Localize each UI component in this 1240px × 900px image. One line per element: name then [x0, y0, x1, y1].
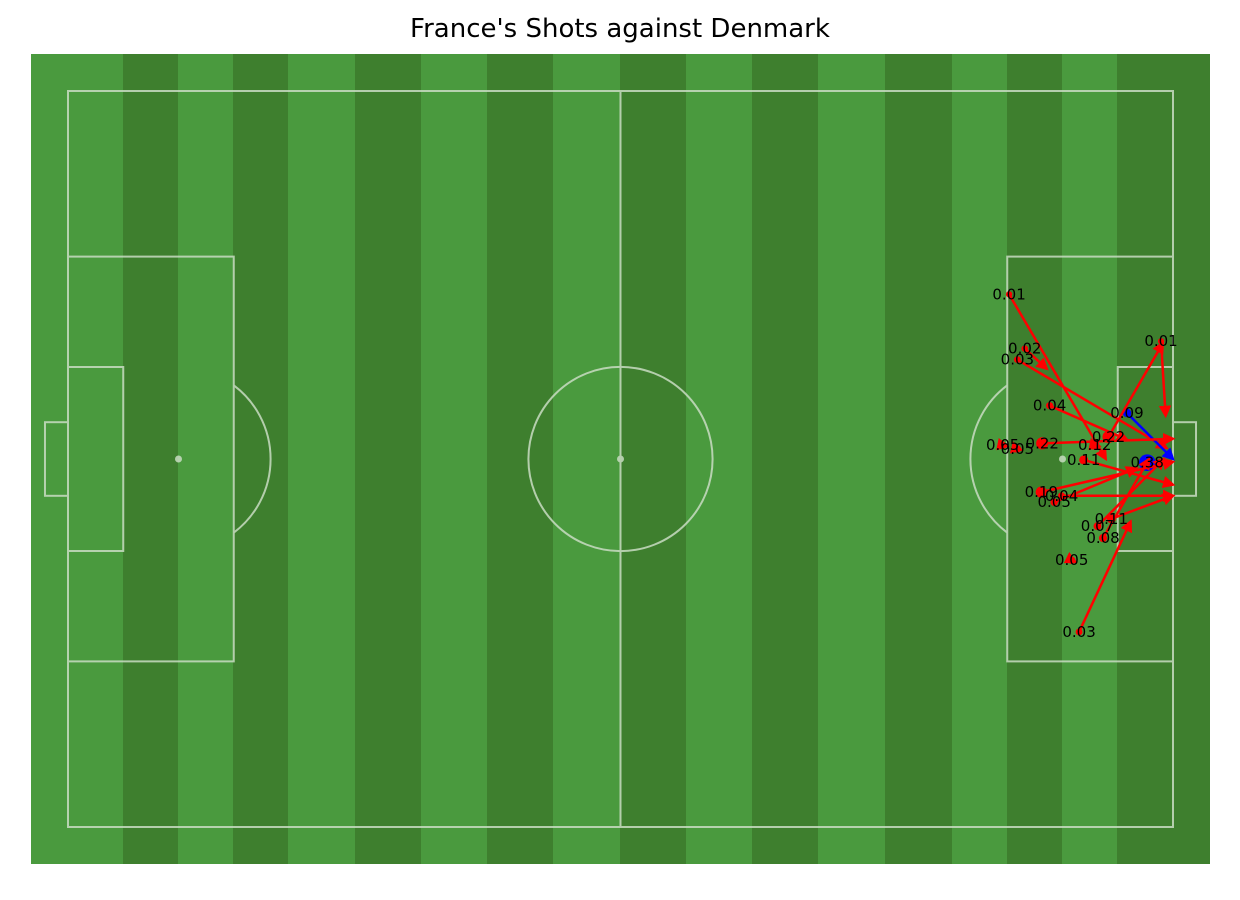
right-penalty-arc [969, 384, 1008, 534]
shot-trajectory [1107, 340, 1165, 438]
shot-trajectory [1077, 519, 1133, 633]
shot-xg-label: 0.02 [1008, 340, 1041, 358]
pitch-stripe [1007, 54, 1062, 864]
chart-title: France's Shots against Denmark [410, 14, 830, 44]
shot-marker [1050, 498, 1058, 506]
shot-marker [1098, 534, 1108, 543]
pitch-stripe [885, 54, 952, 864]
shot-marker [1035, 486, 1047, 498]
shot-xg-label: 0.05 [986, 436, 1019, 454]
shot-trajectory [1016, 358, 1169, 450]
shot-xg-label: 0.22 [1026, 434, 1059, 452]
pitch-stripe [952, 54, 1007, 864]
pitch-stripe [355, 54, 421, 864]
shot-marker [1046, 402, 1054, 410]
shot-marker [1021, 345, 1029, 352]
xg-labels-layer: 0.010.020.030.04 0.090.380.010.050.050.22… [986, 285, 1178, 641]
shot-trajectory [1053, 466, 1139, 504]
shot-trajectory [1041, 457, 1176, 494]
shot-marker [1013, 356, 1021, 364]
shot-xg-label: 0.11 [1067, 451, 1100, 469]
pitch-stripe [620, 54, 686, 864]
shot-marker [1093, 522, 1102, 531]
pitch-stripe [288, 54, 355, 864]
shot-trajectory [1023, 347, 1049, 371]
right-penalty-spot [1059, 455, 1066, 463]
shot-xg-label: 0.04 [1033, 397, 1066, 415]
shot-xg-label: 0.05 [1001, 440, 1034, 458]
shots-layer [996, 291, 1176, 636]
left-penalty-arc [233, 384, 272, 534]
pitch-stripe [233, 54, 288, 864]
shot-xg-label: 0.12 [1078, 436, 1111, 454]
shot-xg-label: 0.01 [992, 285, 1025, 303]
shot-xg-label: 0.08 [1086, 529, 1119, 547]
shot-trajectory [1049, 404, 1130, 442]
pitch-stripe [487, 54, 553, 864]
shot-marker [1090, 440, 1100, 450]
shot-xg-label: 0.05 [1055, 551, 1088, 569]
shot-trajectory [1101, 456, 1151, 539]
shot-marker [1005, 291, 1013, 298]
pitch-stripe [421, 54, 487, 864]
shot-marker [1013, 445, 1022, 453]
pitch-stripe [178, 54, 233, 864]
shot-xg-label: 0.03 [1062, 623, 1095, 641]
shot-xg-label: 0.04 [1045, 487, 1078, 505]
shot-marker [1075, 628, 1083, 636]
pitch-stripe [818, 54, 885, 864]
pitch-stripe [553, 54, 620, 864]
shot-marker [1079, 455, 1089, 465]
shot-xg-label: 0.03 [1001, 351, 1034, 369]
pitch-stripe [752, 54, 818, 864]
shot-xg-label: 0.11 [1095, 510, 1128, 528]
centre-spot [617, 455, 624, 463]
centre-circle [527, 365, 714, 553]
shot-marker [1102, 430, 1115, 444]
shot-trajectory [1008, 293, 1108, 462]
shot-trajectory [1110, 493, 1176, 520]
pitch-stripe [123, 54, 178, 864]
pitch-stripe [1062, 54, 1117, 864]
shot-xg-label: 0.09 [1110, 404, 1143, 422]
left-penalty-spot [175, 455, 182, 463]
shot-xg-label: 0.07 [1081, 517, 1114, 535]
left-goal [43, 421, 70, 497]
shot-xg-label: 0.19 [1025, 483, 1058, 501]
shot-marker [1068, 556, 1076, 564]
shot-xg-label: 0.38 [1131, 454, 1164, 472]
shot-marker [1036, 437, 1049, 450]
pitch-stripe [686, 54, 752, 864]
shot-xg-label: 0.01 [1144, 332, 1177, 350]
shot-xg-label: 0.05 [1038, 493, 1071, 511]
shot-xg-label: 0.22 [1092, 428, 1125, 446]
goal-shot-trajectory [1126, 412, 1175, 461]
shot-marker [998, 441, 1007, 449]
pitch-stripe [31, 54, 123, 864]
